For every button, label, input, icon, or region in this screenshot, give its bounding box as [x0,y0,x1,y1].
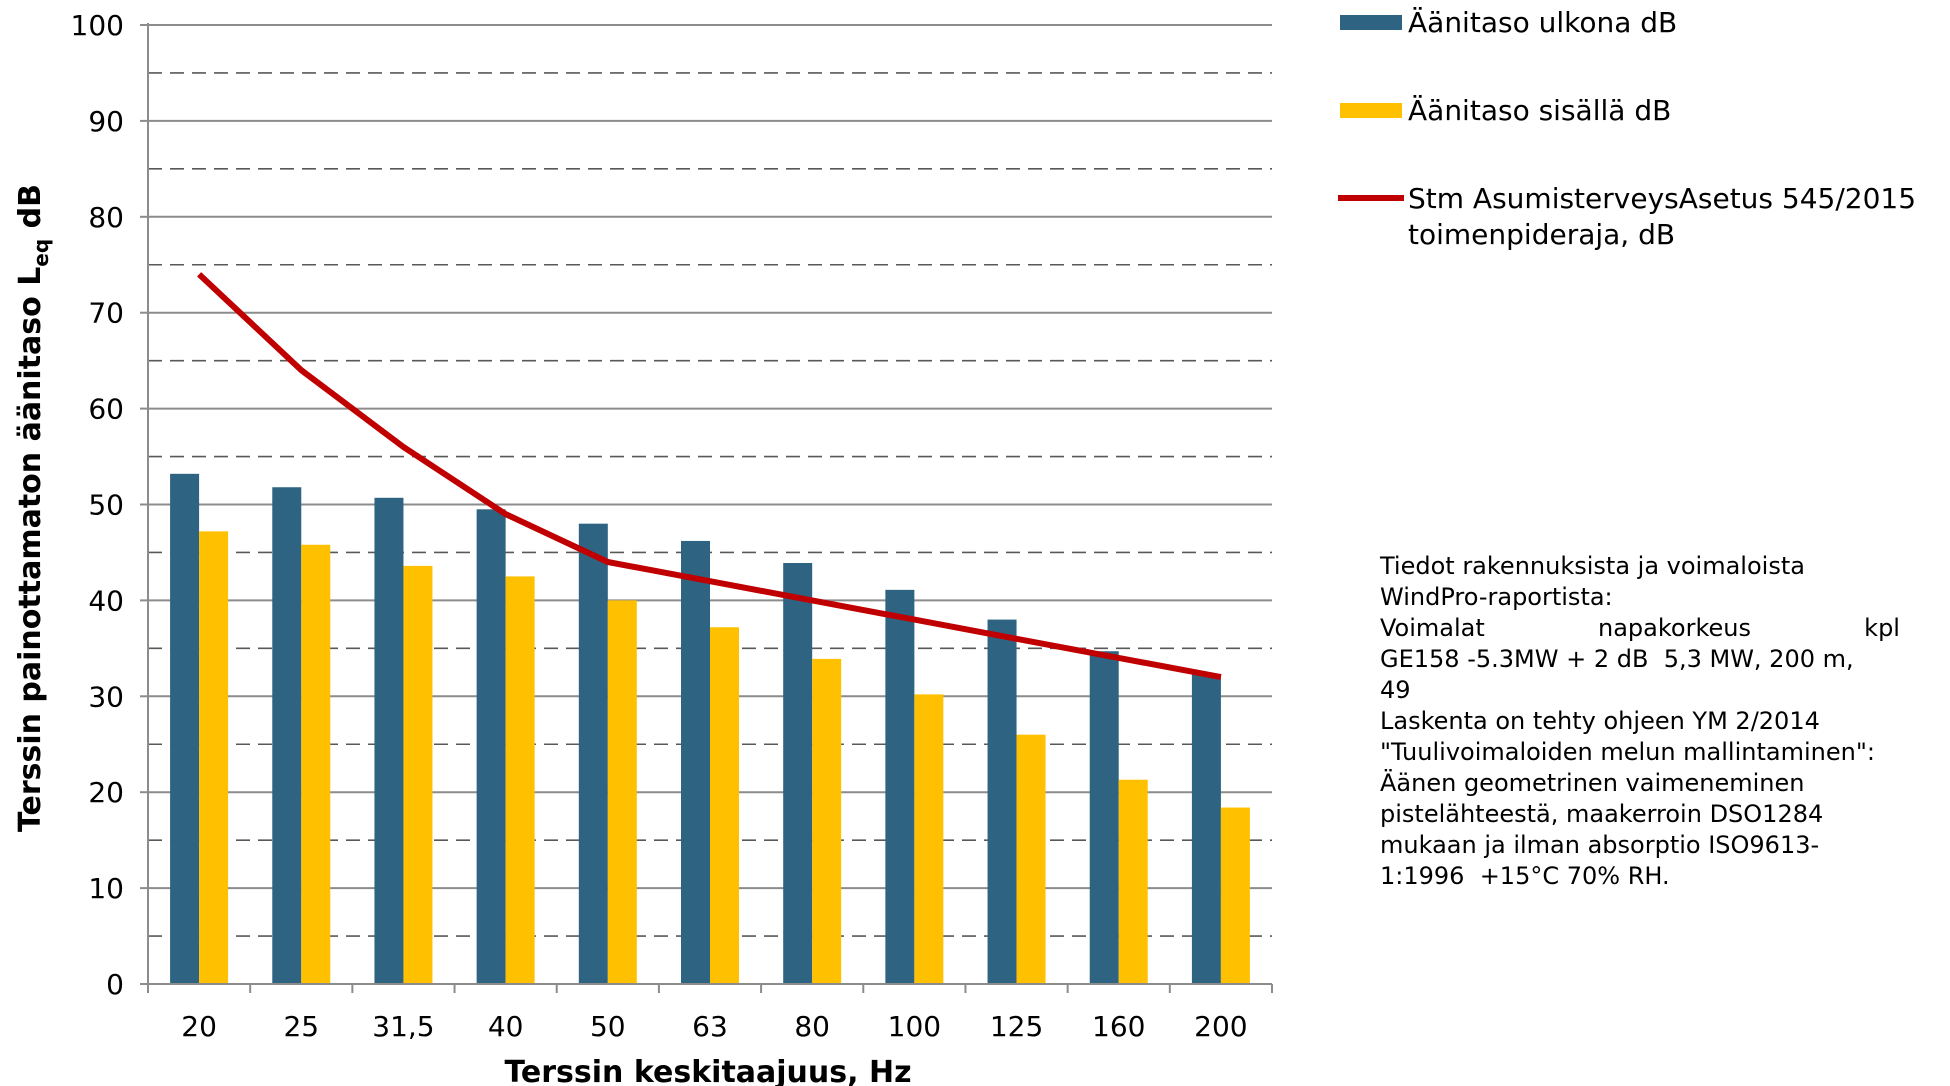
y-tick-labels: 0 10 20 30 40 50 60 70 80 90 100 [71,9,124,1001]
note-word: napakorkeus [1597,614,1751,642]
bar-indoor [710,627,739,984]
x-tick-labels: 20 25 31,5 40 50 63 80 100 125 160 200 [181,1010,1247,1043]
bar-outdoor [783,562,813,984]
legend-label-outdoor: Äänitaso ulkona dB [1408,6,1677,39]
note-line: Laskenta on tehty ohjeen YM 2/2014 [1380,707,1820,735]
bar-outdoor [476,509,506,984]
legend-label-indoor: Äänitaso sisällä dB [1408,94,1671,127]
bar-indoor [505,576,535,984]
y-tick-label: 60 [88,393,124,426]
note-line: Äänen geometrinen vaimeneminen [1380,769,1805,797]
limit-line-layer [197,272,1222,681]
note-line: GE158 -5.3MW + 2 dB 5,3 MW, 200 m, [1380,645,1854,673]
x-tick-label: 31,5 [372,1010,434,1043]
bar-indoor [301,544,331,984]
y-tick-label: 80 [88,201,124,234]
note-line: 49 [1380,676,1411,704]
axes [140,23,1273,993]
note-line: "Tuulivoimaloiden melun mallintaminen": [1380,738,1875,766]
bars [170,473,1250,984]
y-tick-label: 90 [88,105,124,138]
x-tick-label: 160 [1092,1010,1145,1043]
y-tick-label: 0 [106,968,124,1001]
legend-label-limit-line2: toimenpideraja, dB [1408,218,1675,251]
bar-outdoor [272,487,302,984]
x-tick-label: 63 [692,1010,728,1043]
x-tick-label: 125 [990,1010,1043,1043]
x-tick-label: 20 [181,1010,217,1043]
note-justified-line: Voimalat napakorkeus kpl [1380,613,1900,644]
y-axis-title-main: Terssin painottamaton äänitaso L [13,267,48,832]
x-tick-label: 40 [488,1010,524,1043]
x-axis-title: Terssin keskitaajuus, Hz [504,1055,911,1086]
note-word: kpl [1864,614,1900,642]
y-tick-label: 100 [71,9,124,42]
x-tick-label: 50 [590,1010,626,1043]
y-tick-label: 10 [88,872,124,905]
y-tick-label: 70 [88,297,124,330]
bar-indoor [1118,779,1148,984]
x-tick-label: 100 [888,1010,941,1043]
note-line: 1:1996 +15°C 70% RH. [1380,862,1670,890]
note-word: Voimalat [1380,614,1485,642]
bar-indoor [1220,807,1250,984]
x-tick-label: 25 [283,1010,319,1043]
legend: Äänitaso ulkona dB Äänitaso sisällä dB S… [1338,6,1916,251]
legend-label-limit-line1: Stm AsumisterveysAsetus 545/2015 [1408,182,1916,215]
bar-outdoor [374,497,404,984]
y-tick-label: 50 [88,489,124,522]
bar-indoor [199,531,229,984]
bar-indoor [607,600,637,984]
y-tick-label: 30 [88,680,124,713]
x-tick-label: 200 [1194,1010,1247,1043]
bar-outdoor [885,589,915,984]
bar-outdoor [1191,674,1221,984]
x-tick-label: 80 [794,1010,830,1043]
bar-outdoor [681,540,710,984]
info-note: Tiedot rakennuksista ja voimaloista Wind… [1380,551,1900,892]
bar-outdoor [170,473,200,984]
bar-outdoor [987,619,1017,984]
bar-outdoor [1089,651,1119,984]
note-line: WindPro-raportista: [1380,583,1613,611]
legend-swatch-indoor [1340,103,1402,118]
y-axis-title-sub: eq [29,239,53,267]
legend-swatch-outdoor [1340,15,1402,30]
note-line: pistelähteestä, maakerroin DSO1284 [1380,800,1824,828]
note-line: mukaan ja ilman absorptio ISO9613- [1380,831,1820,859]
bar-indoor [403,565,433,984]
y-axis-title-unit: dB [13,184,48,239]
limit-line [197,272,1222,681]
y-tick-label: 40 [88,584,124,617]
bar-outdoor [578,523,608,984]
bar-indoor [914,694,944,984]
bar-indoor [812,658,842,984]
y-tick-label: 20 [88,776,124,809]
note-line: Tiedot rakennuksista ja voimaloista [1380,552,1805,580]
bar-indoor [1016,734,1046,984]
y-axis-title: Terssin painottamaton äänitaso Leq dB [13,184,53,832]
